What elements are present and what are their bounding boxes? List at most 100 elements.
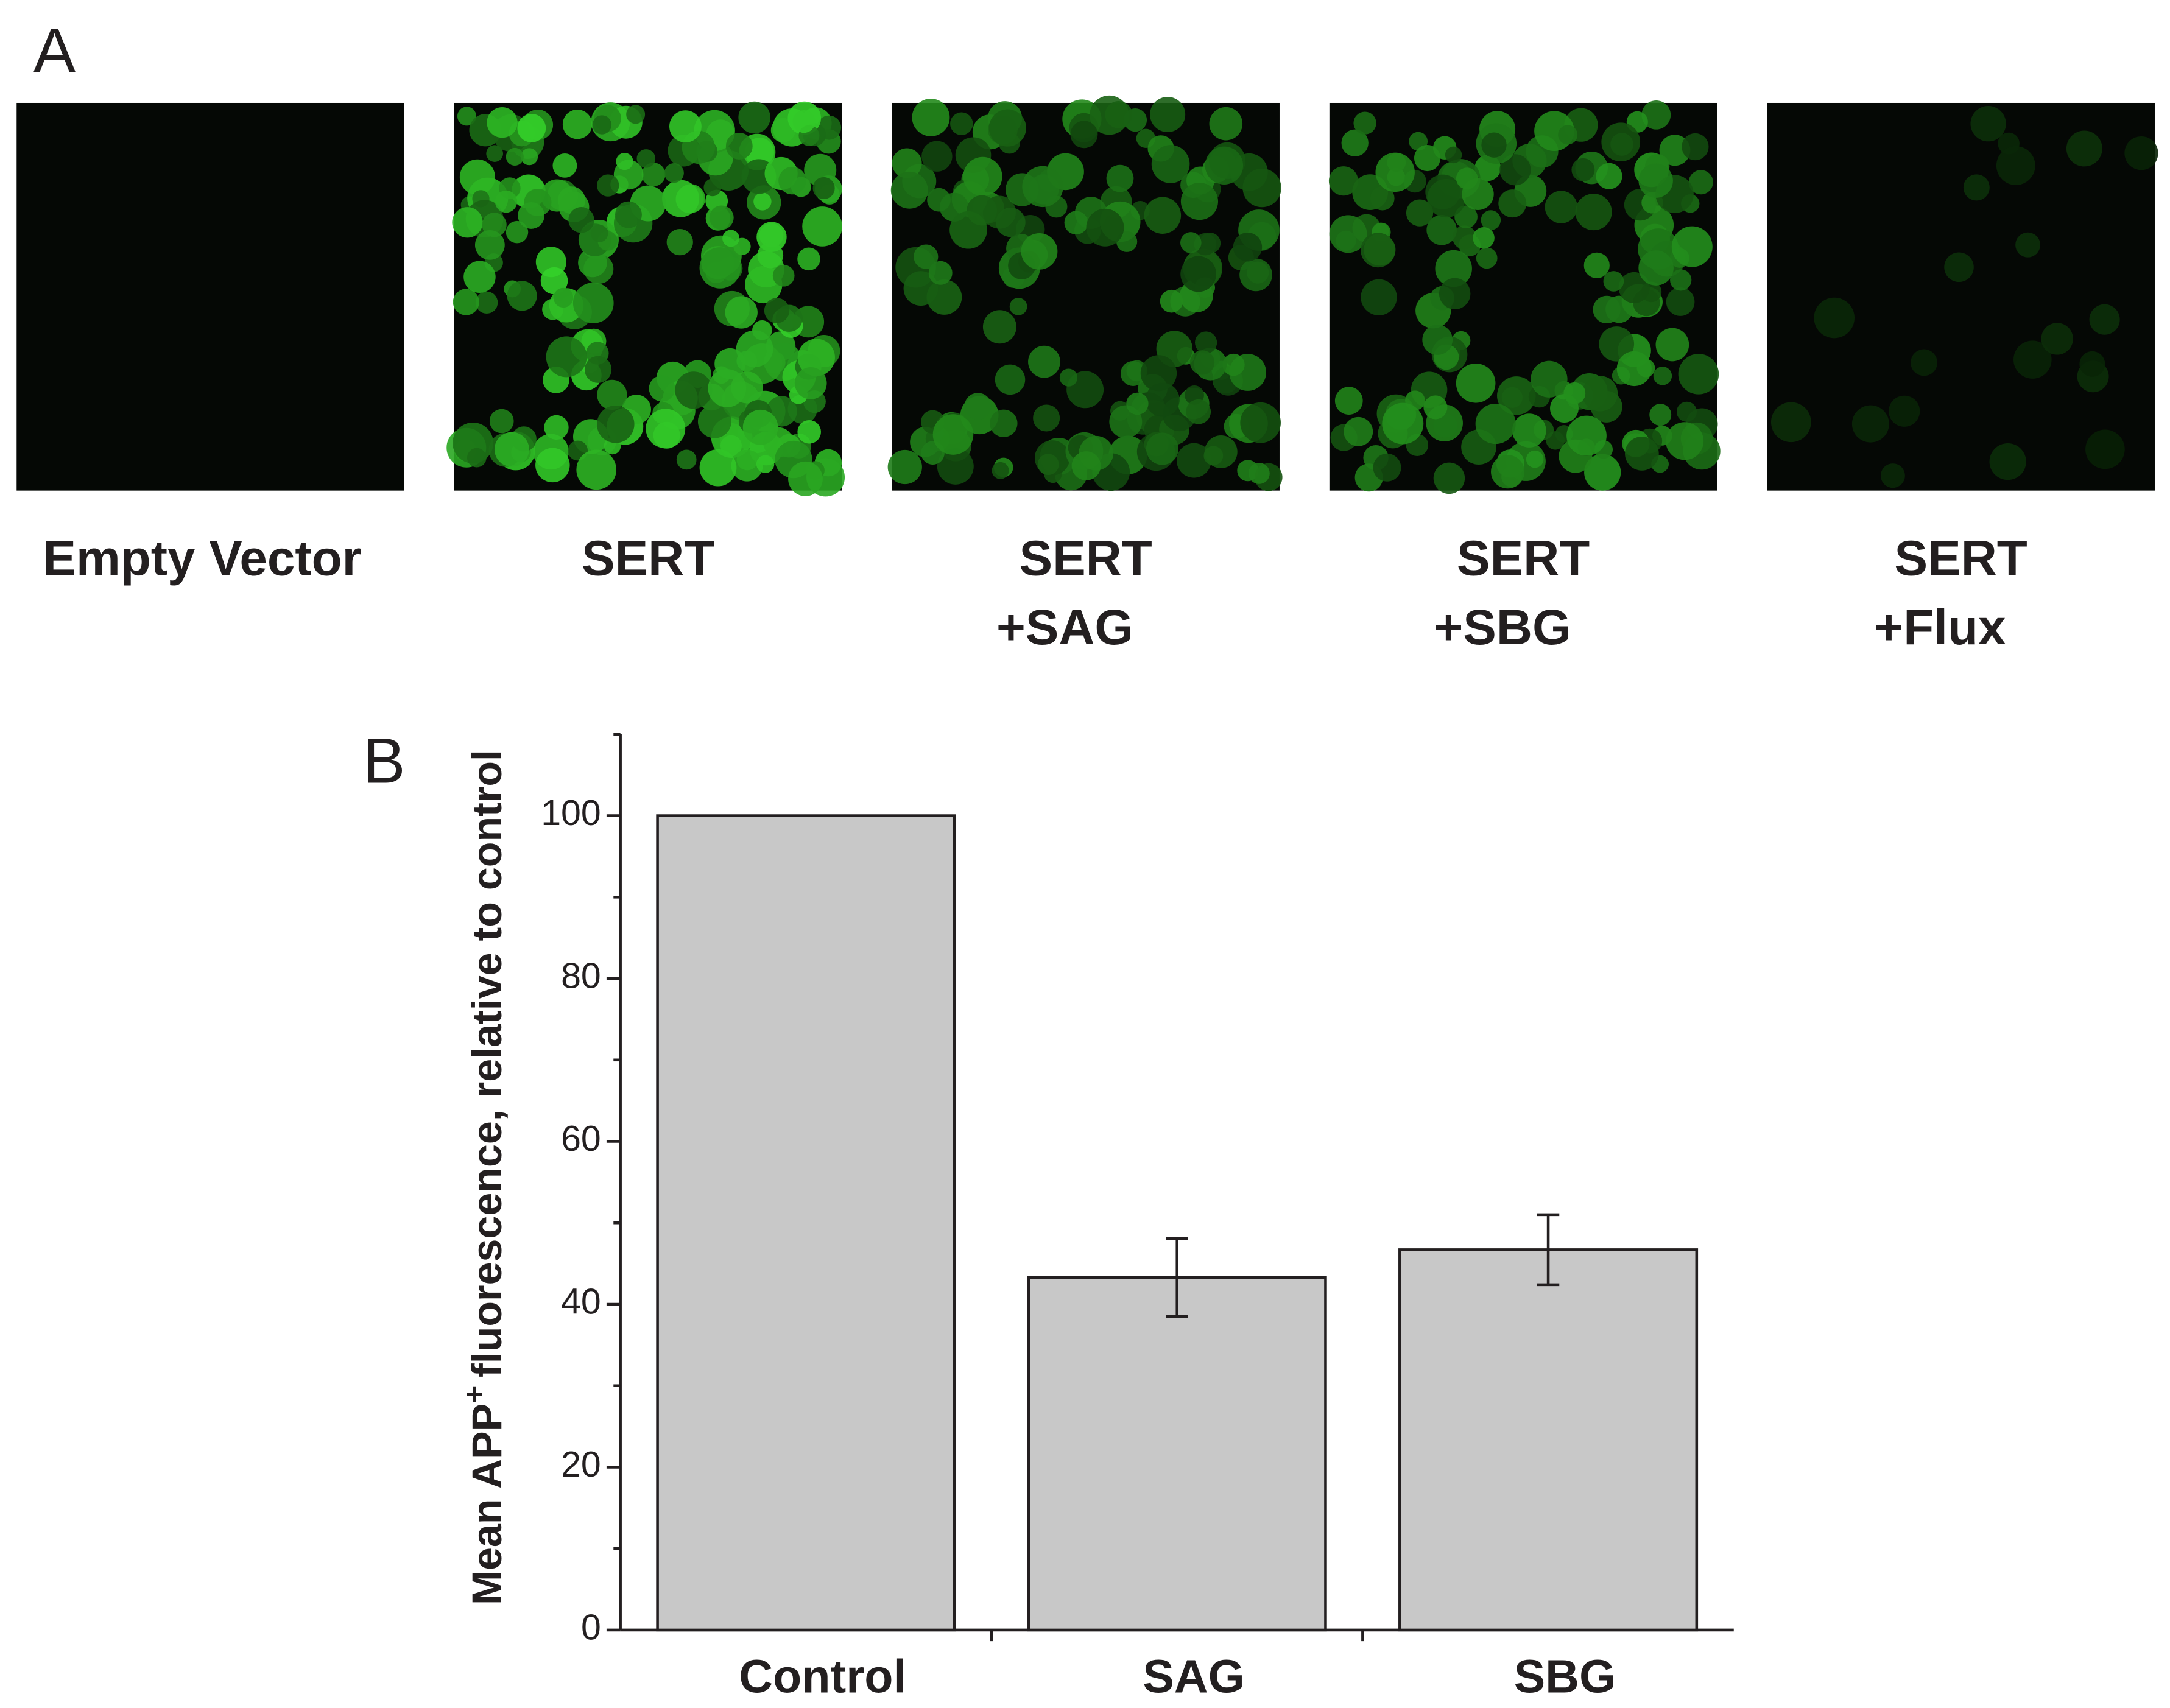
cell [597,406,635,443]
cell [1814,297,1855,339]
cell [921,141,953,172]
cell [1233,233,1263,262]
cell [1593,295,1621,324]
y-axis-title-main: Mean APP [464,1404,510,1605]
cell [1180,256,1217,292]
cell [1189,350,1215,375]
cell [662,180,700,217]
cell [1678,354,1719,395]
cell [2015,232,2040,258]
cell [1563,382,1586,404]
cell [982,310,1016,344]
cell [797,339,835,376]
cell [474,230,505,260]
cell [914,244,939,269]
cell [486,145,504,162]
cell [1180,232,1202,253]
cell [995,364,1026,395]
bar [1398,1248,1699,1632]
cell [812,177,835,200]
cell [778,166,806,195]
cell [1475,404,1516,445]
cell [649,375,675,402]
image-caption: SERT [582,530,714,586]
y-axis-title: Mean APP+ fluorescence, relative to contr… [457,750,510,1605]
cell [1473,227,1495,249]
cell [597,174,619,197]
cell [1146,432,1178,465]
panel-label: A [33,15,76,86]
cell [1655,328,1689,362]
image-caption: +SAG [996,600,1133,655]
cell [1009,298,1027,315]
cell [572,283,614,323]
image-caption: SERT [1457,530,1590,586]
cell [1435,250,1472,287]
micrograph [1767,102,2155,491]
cell [1373,453,1401,482]
cell [2089,304,2120,335]
cell [1989,443,2026,480]
cell [1144,197,1182,234]
cell [1491,455,1525,489]
cell [457,107,476,126]
cell [552,153,577,178]
cell [1064,211,1088,235]
cell [725,296,758,329]
cell [1239,258,1272,292]
cell [562,110,593,139]
cell [1599,326,1635,362]
cell [2124,136,2158,170]
cell [1160,289,1183,313]
cell [1150,96,1186,133]
cell [996,207,1026,237]
cell [1406,199,1434,227]
cell [1499,154,1531,186]
micrograph [16,102,404,491]
cell [597,379,627,410]
cell [1186,399,1211,424]
cell [489,409,514,434]
cell [495,190,518,213]
cell [463,261,496,293]
cell [636,149,656,168]
cell [1481,132,1507,158]
cell [1364,234,1396,266]
cell [1889,395,1920,427]
cell [1558,125,1578,145]
y-axis-title-rest: fluorescence, relative to control [464,750,510,1377]
cell [1151,145,1190,183]
cell [963,156,1002,196]
y-tick-label: 20 [561,1444,601,1485]
cell [697,404,731,438]
cell [1328,166,1358,196]
cell [757,242,784,269]
cell [1616,351,1652,387]
cell [1375,152,1415,192]
cell [699,449,737,487]
cell [666,228,693,256]
cell [742,409,778,445]
cell [1770,402,1811,443]
cell [1638,250,1674,286]
cell [553,287,574,308]
cell [1176,443,1211,478]
cell [1911,349,1937,376]
cell [802,206,842,247]
cell [950,112,973,135]
image-caption: +SBG [1434,600,1571,655]
cell [764,298,790,323]
cell [1596,163,1622,189]
cell [615,201,642,228]
cell [1476,247,1498,269]
cell [2079,351,2105,377]
cell [932,414,974,455]
cell [1341,129,1369,156]
cell [1121,360,1146,386]
cell [990,409,1018,437]
x-tick-label: SAG [1143,1650,1245,1703]
cell [641,163,666,186]
cell [1180,183,1219,220]
cell [1344,416,1373,446]
cell [1361,279,1397,315]
